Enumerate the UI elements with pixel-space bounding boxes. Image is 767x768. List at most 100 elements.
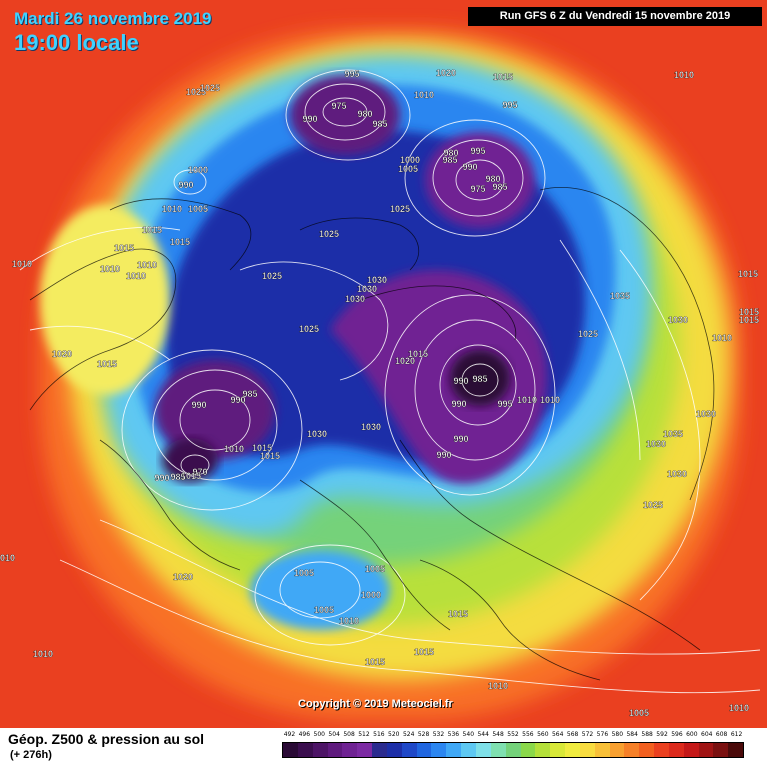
pressure-label: 990 xyxy=(436,450,451,460)
color-scale-label: 492 xyxy=(283,731,296,738)
pressure-label: 1035 xyxy=(610,291,630,301)
color-scale-label: 536 xyxy=(447,731,460,738)
legend-title: Géop. Z500 & pression au sol xyxy=(8,731,205,747)
color-scale-swatch xyxy=(728,743,744,757)
pressure-label: 1010 xyxy=(162,204,182,214)
pressure-label: 1000 xyxy=(400,155,420,165)
color-scale-label: 544 xyxy=(477,731,489,738)
color-scale-swatch xyxy=(565,743,580,757)
color-scale-label: 564 xyxy=(551,731,564,738)
pressure-label: 1010 xyxy=(729,703,749,713)
pressure-label: 1010 xyxy=(414,90,434,100)
pressure-label: 990 xyxy=(453,434,468,444)
pressure-label: 1005 xyxy=(398,164,418,174)
pressure-label: 990 xyxy=(462,162,477,172)
color-scale-swatch xyxy=(312,743,328,757)
pressure-label: 1025 xyxy=(390,204,410,214)
pressure-label: 1015 xyxy=(97,359,117,369)
pressure-label: 1015 xyxy=(260,451,280,461)
pressure-label: 1015 xyxy=(142,225,162,235)
pressure-label: 1015 xyxy=(414,647,434,657)
pressure-label: 995 xyxy=(502,100,517,110)
color-scale-label: 528 xyxy=(417,731,430,738)
pressure-label: 1035 xyxy=(663,429,683,439)
pressure-label: 990 xyxy=(154,473,169,483)
pressure-label: 985 xyxy=(472,374,487,384)
pressure-label: 990 xyxy=(178,180,193,190)
color-scale-swatch xyxy=(446,743,462,757)
isobars xyxy=(19,69,761,694)
color-scale-swatch xyxy=(624,743,640,757)
low-purple-north xyxy=(290,75,400,155)
pressure-label: 1025 xyxy=(578,329,598,339)
color-scale-label: 508 xyxy=(343,731,355,738)
color-scale-label: 504 xyxy=(328,731,340,738)
pressure-label: 990 xyxy=(302,114,317,124)
color-scale-swatch xyxy=(461,743,476,757)
pressure-label: 1030 xyxy=(668,315,688,325)
legend-subtitle: (+ 276h) xyxy=(10,749,52,761)
color-scale-swatch xyxy=(490,743,506,757)
color-scale-swatch xyxy=(386,743,402,757)
color-scale-swatch xyxy=(401,743,417,757)
color-scale-label: 500 xyxy=(313,731,325,738)
pressure-label: 1030 xyxy=(361,422,381,432)
color-scale-swatch xyxy=(297,743,313,757)
trough-purple-center xyxy=(330,270,548,484)
pressure-label: 1030 xyxy=(307,429,327,439)
color-scale-label: 596 xyxy=(671,731,683,738)
color-scale-swatch xyxy=(372,743,387,757)
color-scale-swatch xyxy=(416,743,432,757)
pressure-label: 985 xyxy=(242,389,257,399)
pressure-label: 1010 xyxy=(0,553,15,563)
color-scale-swatch xyxy=(475,743,491,757)
color-scale-swatch xyxy=(550,743,566,757)
pressure-label: 985 xyxy=(372,119,387,129)
color-scale-label: 548 xyxy=(492,731,504,738)
pressure-label: 1015 xyxy=(448,609,468,619)
pressure-label: 1010 xyxy=(488,681,508,691)
pressure-label: 1025 xyxy=(262,271,282,281)
pressure-label: 1020 xyxy=(395,356,415,366)
pressure-label: 1010 xyxy=(540,395,560,405)
pressure-label: 995 xyxy=(470,146,485,156)
color-scale-label: 604 xyxy=(701,731,713,738)
pressure-label: 985 xyxy=(170,472,185,482)
pressure-label: 1010 xyxy=(100,264,120,274)
color-scale-label: 532 xyxy=(432,731,445,738)
low-purple-northeast xyxy=(425,132,535,228)
color-scale-label: 496 xyxy=(298,731,311,738)
pressure-label: 1010 xyxy=(126,271,146,281)
color-scale-swatch xyxy=(698,743,714,757)
pressure-label: 1030 xyxy=(367,275,387,285)
pressure-label: 1005 xyxy=(629,708,649,718)
patch-atlantic-low xyxy=(250,550,390,630)
pressure-label: 1030 xyxy=(357,284,377,294)
pressure-label: 1020 xyxy=(436,68,456,78)
color-scale-label: 576 xyxy=(596,731,609,738)
pressure-label: 1015 xyxy=(181,471,201,481)
color-scale-label: 588 xyxy=(641,731,653,738)
pressure-label: 1010 xyxy=(339,616,359,626)
patch-north-america xyxy=(40,205,170,395)
color-scale-swatch xyxy=(327,743,343,757)
color-scale-swatch xyxy=(431,743,447,757)
pressure-label: 1015 xyxy=(738,269,758,279)
color-scale-swatch xyxy=(713,743,729,757)
pressure-label: 1025 xyxy=(186,87,206,97)
pressure-label: 990 xyxy=(191,400,206,410)
pressure-label: 1010 xyxy=(712,333,732,343)
color-scale-swatch xyxy=(668,743,684,757)
pressure-label: 1015 xyxy=(252,443,272,453)
color-scale-swatch xyxy=(609,743,625,757)
pressure-label: 1005 xyxy=(188,204,208,214)
color-scale-label: 516 xyxy=(373,731,385,738)
color-scale-swatch xyxy=(520,743,536,757)
pressure-label: 985 xyxy=(492,182,507,192)
pressure-label: 1030 xyxy=(696,409,716,419)
color-scale-swatch xyxy=(654,743,669,757)
pressure-label: 995 xyxy=(344,69,359,79)
pressure-label: 1005 xyxy=(294,568,314,578)
